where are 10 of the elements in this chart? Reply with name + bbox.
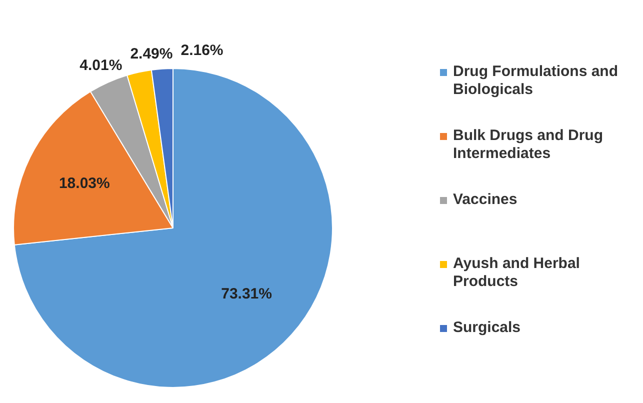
legend-label: Surgicals [453, 319, 521, 337]
data-label: 73.31% [221, 285, 272, 302]
data-label: 18.03% [58, 175, 110, 192]
legend-label: Bulk Drugs and Drug Intermediates [453, 127, 604, 163]
legend-label: Drug Formulations and Biologicals [453, 63, 619, 99]
legend-label: Vaccines [453, 191, 518, 209]
data-label: 2.49% [130, 46, 173, 63]
data-label: 2.16% [180, 42, 224, 60]
data-label: 4.01% [80, 56, 122, 74]
legend-label: Ayush and Herbal Products [453, 255, 581, 291]
